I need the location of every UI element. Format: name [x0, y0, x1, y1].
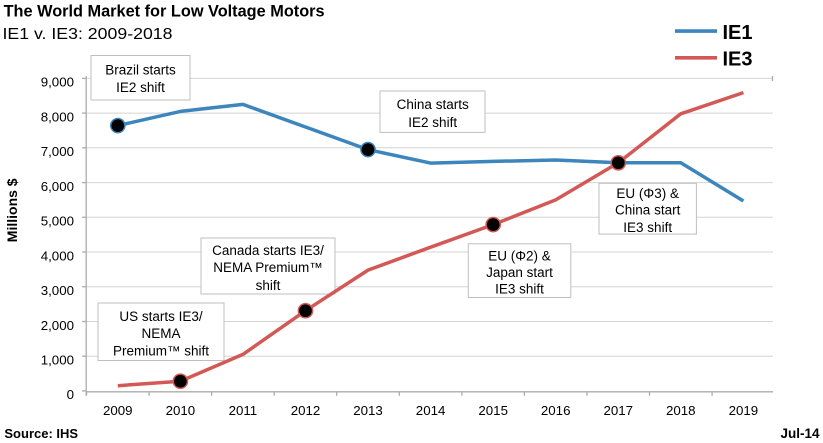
svg-text:2015: 2015 — [478, 403, 508, 418]
svg-text:2016: 2016 — [541, 403, 571, 418]
svg-text:Japan start: Japan start — [486, 265, 553, 280]
svg-text:shift: shift — [256, 278, 281, 293]
svg-text:2010: 2010 — [166, 403, 196, 418]
svg-text:Jul-14: Jul-14 — [780, 426, 820, 441]
svg-text:China start: China start — [615, 203, 681, 218]
svg-text:EU (Φ3) &: EU (Φ3) & — [616, 186, 679, 201]
svg-text:9,000: 9,000 — [41, 75, 74, 90]
svg-text:5,000: 5,000 — [41, 214, 74, 229]
svg-text:NEMA Premium™: NEMA Premium™ — [213, 260, 323, 275]
svg-text:US starts IE3/: US starts IE3/ — [119, 309, 203, 324]
svg-text:2009: 2009 — [103, 403, 133, 418]
svg-text:Brazil starts: Brazil starts — [105, 62, 176, 77]
svg-text:1,000: 1,000 — [41, 353, 74, 368]
svg-text:IE3 shift: IE3 shift — [495, 282, 544, 297]
svg-text:2011: 2011 — [229, 403, 258, 418]
svg-text:2019: 2019 — [729, 403, 759, 418]
svg-text:Millions $: Millions $ — [4, 178, 20, 242]
svg-text:The World Market for Low Volta: The World Market for Low Voltage Motors — [4, 1, 325, 20]
svg-text:2018: 2018 — [666, 403, 696, 418]
svg-text:IE1 v. IE3: 2009-2018: IE1 v. IE3: 2009-2018 — [3, 26, 173, 43]
svg-text:NEMA: NEMA — [141, 326, 180, 341]
svg-text:IE3: IE3 — [723, 48, 753, 70]
svg-text:Canada starts IE3/: Canada starts IE3/ — [212, 243, 324, 258]
svg-text:4,000: 4,000 — [41, 248, 74, 263]
svg-text:Source: IHS: Source: IHS — [4, 426, 78, 441]
svg-text:2012: 2012 — [291, 403, 321, 418]
svg-text:China starts: China starts — [397, 97, 469, 112]
svg-text:EU (Φ2) &: EU (Φ2) & — [488, 249, 551, 264]
svg-text:IE1: IE1 — [723, 22, 753, 44]
svg-text:2014: 2014 — [416, 403, 446, 418]
svg-text:Premium™ shift: Premium™ shift — [113, 343, 209, 358]
svg-text:IE2 shift: IE2 shift — [116, 80, 165, 95]
svg-text:IE3 shift: IE3 shift — [623, 220, 672, 235]
svg-text:8,000: 8,000 — [41, 109, 74, 124]
svg-text:0: 0 — [67, 387, 74, 402]
svg-text:2017: 2017 — [604, 403, 634, 418]
svg-text:6,000: 6,000 — [41, 179, 74, 194]
svg-text:3,000: 3,000 — [41, 283, 74, 298]
svg-text:2,000: 2,000 — [41, 318, 74, 333]
svg-text:IE2 shift: IE2 shift — [408, 115, 457, 130]
svg-text:2013: 2013 — [353, 403, 383, 418]
svg-text:7,000: 7,000 — [41, 144, 74, 159]
